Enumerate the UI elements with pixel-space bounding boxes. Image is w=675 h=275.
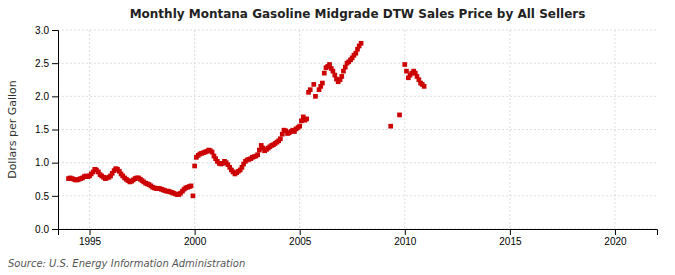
y-axis-tick-label: 3.0 — [35, 25, 49, 36]
x-axis: 1995 2000 2005 2010 2015 2020 — [59, 229, 658, 247]
y-axis-line — [52, 31, 59, 230]
x-axis-tick: 2005 — [289, 229, 312, 247]
plot-area: 1995 2000 2005 2010 2015 2020 0.0 0.5 1.0 1.5 2.0 2… — [35, 25, 657, 247]
x-axis-tick-mark — [405, 229, 406, 235]
y-axis-tick-mark — [52, 130, 58, 131]
y-axis-title: Dollars per Gallon — [6, 80, 19, 179]
grid-line-y — [58, 96, 657, 97]
x-axis-tick: 2020 — [604, 229, 627, 247]
y-axis-tick: 0.0 — [35, 224, 58, 235]
point — [320, 81, 325, 86]
y-axis-tick-label: 1.5 — [35, 124, 49, 135]
y-axis: 0.0 0.5 1.0 1.5 2.0 2.5 3.0 — [35, 25, 58, 235]
point — [278, 136, 283, 141]
x-axis-tick: 2015 — [499, 229, 522, 247]
point — [189, 184, 194, 189]
x-axis-tick-label: 1995 — [79, 236, 102, 247]
point — [191, 193, 196, 198]
x-axis-tick-mark — [90, 229, 91, 235]
y-axis-tick-label: 1.0 — [35, 157, 49, 168]
y-axis-tick-label: 2.0 — [35, 91, 49, 102]
grid-line-y — [58, 162, 657, 163]
x-axis-tick-mark — [510, 229, 511, 235]
point — [308, 87, 313, 92]
y-axis-tick-label: 2.5 — [35, 58, 49, 69]
chart: 1995 2000 2005 2010 2015 2020 0.0 0.5 1.0 1.5 2.0 2… — [0, 0, 675, 275]
x-axis-tick-mark — [195, 229, 196, 235]
point — [255, 152, 260, 157]
x-axis-tick-label: 2010 — [394, 236, 417, 247]
point — [422, 84, 427, 89]
y-axis-tick: 1.5 — [35, 124, 58, 135]
x-axis-tick-label: 2015 — [499, 236, 522, 247]
point — [313, 94, 318, 99]
grid-line-y — [58, 63, 657, 64]
y-axis-tick-mark — [52, 96, 58, 97]
y-axis-tick-mark — [52, 30, 58, 31]
y-axis-tick: 2.5 — [35, 58, 58, 69]
x-axis-tick-mark — [615, 229, 616, 235]
x-axis-tick: 1995 — [79, 229, 102, 247]
x-axis-line — [59, 230, 658, 236]
point — [397, 113, 402, 118]
x-axis-tick: 2000 — [184, 229, 207, 247]
x-axis-tick-label: 2020 — [604, 236, 627, 247]
x-axis-tick-mark — [300, 229, 301, 235]
grid-line-y — [58, 129, 657, 130]
point — [304, 117, 309, 122]
y-axis-tick-mark — [52, 229, 58, 230]
x-axis-tick-label: 2005 — [289, 236, 312, 247]
grid — [58, 30, 657, 229]
grid-line-x — [89, 30, 90, 229]
y-axis-tick-mark — [52, 163, 58, 164]
y-axis-tick: 3.0 — [35, 25, 58, 36]
grid-line-y — [58, 30, 657, 31]
point — [297, 124, 302, 129]
point — [388, 124, 393, 129]
points — [66, 41, 426, 198]
point — [192, 164, 197, 169]
y-axis-tick: 1.0 — [35, 157, 58, 168]
y-axis-tick-label: 0.0 — [35, 224, 49, 235]
title: Monthly Montana Gasoline Midgrade DTW Sa… — [130, 7, 586, 21]
point — [322, 71, 327, 76]
annotation: Source: U.S. Energy Information Administ… — [8, 258, 245, 269]
grid-line-x — [404, 30, 405, 229]
x-axis-tick: 2010 — [394, 229, 417, 247]
y-axis-tick-mark — [52, 196, 58, 197]
y-axis-tick-mark — [52, 63, 58, 64]
point — [311, 82, 316, 87]
point — [402, 62, 407, 67]
y-axis-tick-label: 0.5 — [35, 191, 49, 202]
x-axis-tick-label: 2000 — [184, 236, 207, 247]
y-axis-tick: 0.5 — [35, 191, 58, 202]
grid-line-y — [58, 195, 657, 196]
y-axis-tick: 2.0 — [35, 91, 58, 102]
point — [339, 74, 344, 79]
point — [359, 41, 364, 46]
